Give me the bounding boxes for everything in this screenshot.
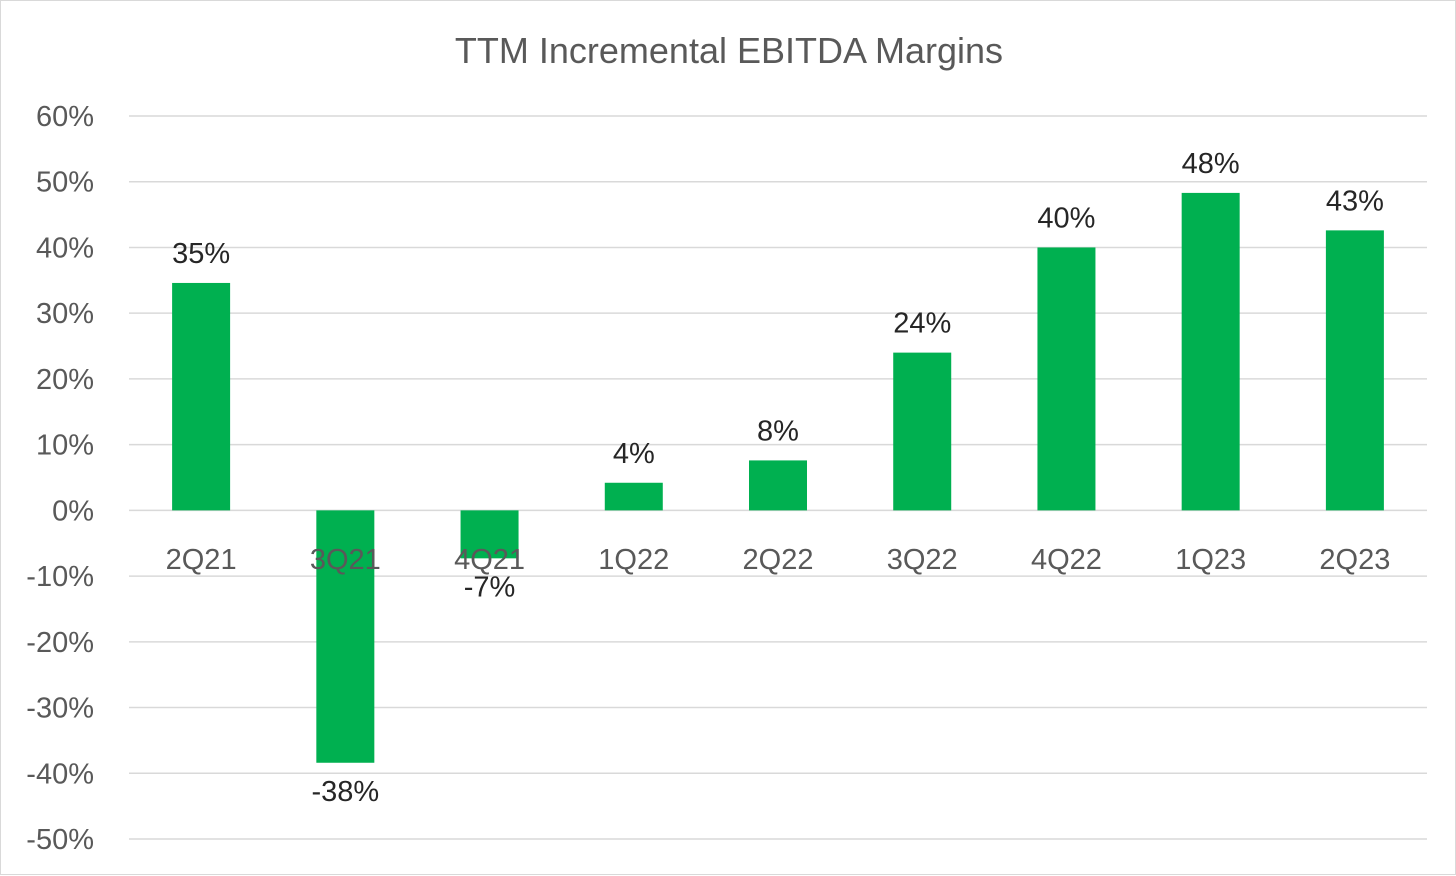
y-tick-label: -30% (26, 693, 94, 725)
x-tick-label: 3Q22 (887, 544, 958, 576)
bar (172, 282, 231, 511)
x-tick-label: 2Q21 (166, 544, 237, 576)
x-tick-label: 3Q21 (310, 544, 381, 576)
y-tick-label: 40% (36, 232, 94, 264)
bar (1037, 247, 1096, 511)
data-label: -7% (464, 571, 516, 603)
data-label: 4% (613, 438, 655, 470)
y-tick-label: 20% (36, 364, 94, 396)
bar (1181, 192, 1240, 511)
chart-title: TTM Incremental EBITDA Margins (455, 30, 1003, 71)
data-label: 24% (893, 308, 951, 340)
data-labels: 35% -38% -7% 4% 8% 24% 40% 48% 43% (172, 148, 1384, 808)
data-label: 43% (1326, 185, 1384, 217)
x-tick-label: 2Q22 (743, 544, 814, 576)
y-tick-label: 50% (36, 167, 94, 199)
y-tick-label: -50% (26, 824, 94, 856)
x-tick-label: 1Q23 (1175, 544, 1246, 576)
bars (172, 192, 1384, 763)
y-tick-label: 0% (52, 495, 94, 527)
x-tick-label: 4Q21 (454, 544, 525, 576)
x-tick-label: 4Q22 (1031, 544, 1102, 576)
y-tick-label: -20% (26, 627, 94, 659)
y-tick-label: -40% (26, 758, 94, 790)
y-tick-label: 30% (36, 298, 94, 330)
data-label: 40% (1037, 202, 1095, 234)
x-axis-ticks: 2Q21 3Q21 4Q21 1Q22 2Q22 3Q22 4Q22 1Q23 2Q23 (166, 544, 1391, 576)
gridlines (129, 115, 1427, 840)
data-label: 8% (757, 415, 799, 447)
y-tick-label: 10% (36, 430, 94, 462)
y-tick-label: 60% (36, 101, 94, 133)
y-tick-label: -10% (26, 561, 94, 593)
bar (604, 482, 663, 511)
bar (460, 510, 519, 559)
data-label: -38% (311, 776, 379, 808)
x-tick-label: 1Q22 (598, 544, 669, 576)
data-label: 35% (172, 238, 230, 270)
data-label: 48% (1182, 148, 1240, 180)
y-axis-ticks: 60% 50% 40% 30% 20% 10% 0% -10% -20% -30% -40% -50% (26, 101, 94, 856)
bar (893, 352, 952, 511)
bar (1325, 230, 1384, 511)
bar (749, 460, 807, 511)
bar (316, 510, 375, 763)
x-tick-label: 2Q23 (1319, 544, 1390, 576)
